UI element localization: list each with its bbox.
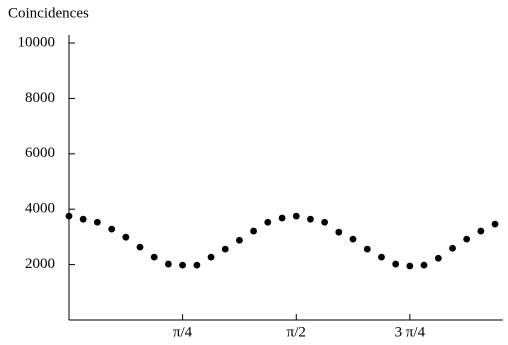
point — [108, 225, 116, 233]
point — [378, 253, 385, 261]
point — [136, 243, 144, 251]
point — [406, 262, 414, 270]
x-tick-label: π/2 — [287, 324, 306, 340]
point — [477, 227, 485, 235]
point — [93, 218, 101, 226]
x-tick-label: π/4 — [173, 324, 193, 340]
point — [122, 233, 130, 241]
y-tick-label: 2000 — [25, 256, 55, 272]
point — [349, 235, 357, 243]
point — [207, 253, 215, 261]
point — [221, 245, 229, 253]
point — [363, 245, 371, 253]
point — [179, 261, 186, 269]
point — [449, 244, 456, 252]
point — [434, 254, 442, 262]
y-tick-label: 6000 — [25, 145, 55, 161]
point — [463, 235, 471, 243]
point — [292, 212, 300, 220]
point — [264, 218, 272, 226]
x-tick-label: 3 π/4 — [395, 324, 426, 340]
y-axis-label: Coincidences — [8, 5, 89, 21]
y-tick-label: 10000 — [18, 34, 56, 50]
point — [420, 261, 428, 269]
point — [307, 215, 314, 223]
point — [335, 228, 343, 236]
point — [491, 220, 499, 228]
point — [150, 253, 158, 261]
y-tick-label: 4000 — [25, 201, 55, 217]
point — [164, 260, 172, 268]
point — [278, 214, 286, 222]
point — [250, 227, 257, 235]
point — [65, 212, 73, 220]
point — [392, 260, 400, 268]
point — [79, 215, 87, 223]
point — [236, 236, 243, 244]
y-tick-label: 8000 — [25, 90, 55, 106]
point — [193, 261, 201, 269]
point — [321, 218, 329, 226]
